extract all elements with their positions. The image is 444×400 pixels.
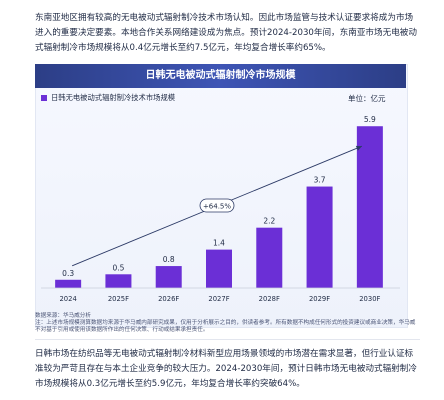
- chart-legend: 日韩无电被动式辐射制冷技术市场规模: [41, 93, 175, 103]
- bar-2029F: [306, 186, 333, 288]
- tick-label-2030F: 2030F: [359, 295, 380, 303]
- bar-2027F: [206, 249, 232, 288]
- chart-panel: [35, 64, 408, 328]
- legend-label: 日韩无电被动式辐射制冷技术市场规模: [51, 93, 176, 102]
- section-divider: [35, 339, 420, 340]
- growth-badge: [199, 198, 235, 213]
- disclaimer-note: 注：上述市场规模测算数据均来源于华马威内部研究成果，仅用于分析展示之目的，供读者…: [35, 320, 416, 333]
- value-label-2025F: 0.5: [112, 263, 124, 272]
- tick-label-2025F: 2025F: [108, 295, 129, 303]
- intro-paragraph: 东南亚地区拥有较高的无电被动式辐射制冷技术市场认知。因此市场监管与技术认证要求将…: [35, 13, 417, 53]
- growth-label: +64.5%: [203, 203, 231, 211]
- tick-label-2028F: 2028F: [259, 295, 280, 303]
- trend-arrow-head: [355, 145, 362, 151]
- tick-label-2026F: 2026F: [158, 295, 179, 303]
- value-label-2026F: 0.8: [163, 255, 175, 264]
- bar-2026F: [155, 266, 182, 288]
- outro-paragraph: 日韩市场在纺织品等无电被动式辐射制冷材料新型应用场景领域的市场潜在需求显著，但行…: [35, 349, 417, 389]
- value-label-2029F: 3.7: [314, 176, 326, 185]
- tick-label-2024: 2024: [59, 295, 76, 303]
- value-label-2030F: 5.9: [364, 115, 376, 124]
- bar-2024: [55, 279, 82, 288]
- bar-2028F: [256, 227, 283, 288]
- bar-2025F: [105, 274, 132, 288]
- unit-label: 单位：亿元: [348, 94, 386, 103]
- source-note: 数据来源：华马威分析: [35, 313, 91, 319]
- growth-trend: +64.5%: [71, 145, 363, 267]
- legend-swatch: [41, 95, 47, 101]
- bar-2030F: [356, 126, 383, 289]
- chart-title: 日韩无电被动式辐射制冷市场规模: [35, 64, 406, 88]
- value-label-2028F: 2.2: [263, 217, 275, 226]
- tick-label-2029F: 2029F: [309, 295, 330, 303]
- tick-label-2027F: 2027F: [208, 295, 229, 303]
- value-label-2024: 0.3: [62, 269, 74, 278]
- value-label-2027F: 1.4: [213, 239, 225, 248]
